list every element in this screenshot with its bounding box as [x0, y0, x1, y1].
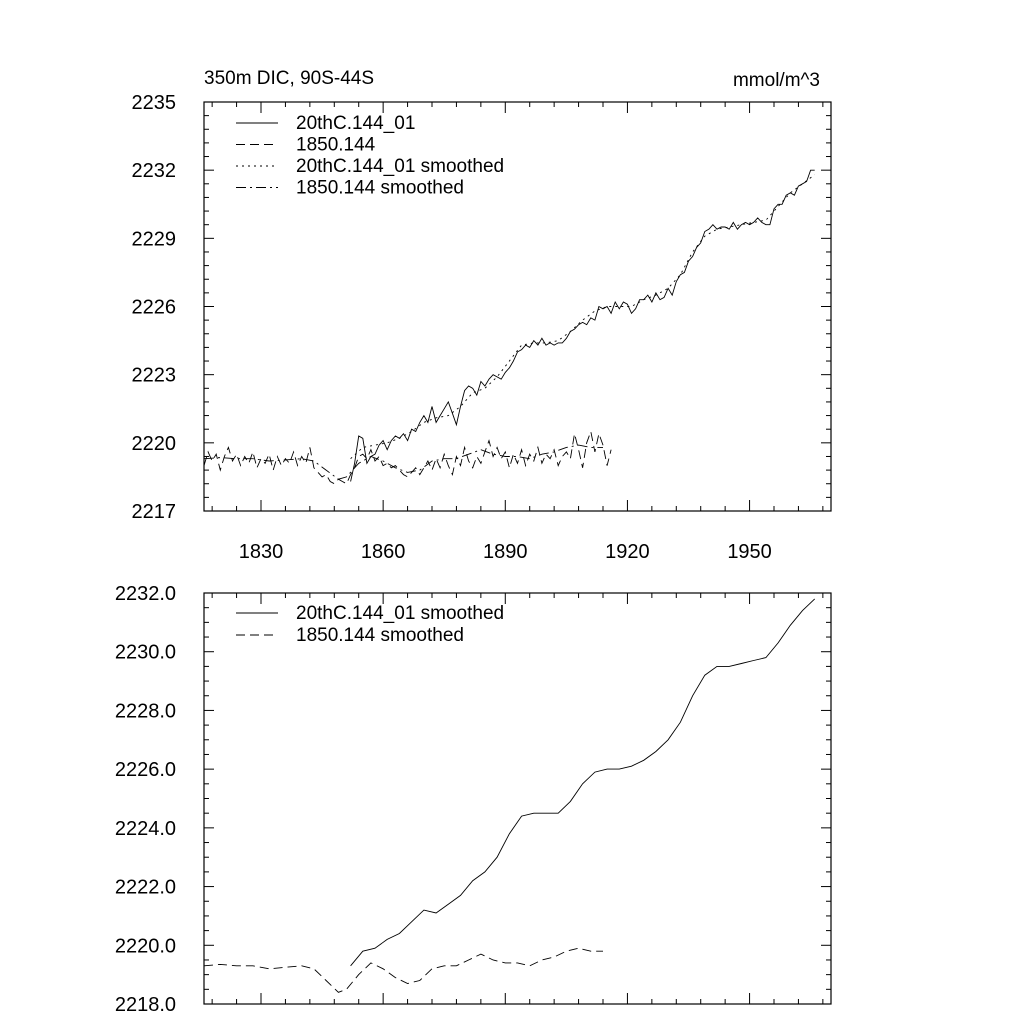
- y-tick-label: 2222.0: [115, 877, 176, 899]
- y-tick-label: 2232: [132, 160, 177, 182]
- series-line-20thc-144-01: [350, 169, 815, 482]
- x-tick-label: 1860: [361, 541, 406, 563]
- y-tick-label: 2224.0: [115, 818, 176, 840]
- top-panel-ticks: 2217 2220 2223 2226 2229 2232 2235 1830 1860 1890…: [132, 92, 831, 563]
- series-line-1850-144: [203, 429, 612, 485]
- y-tick-label: 2218.0: [115, 994, 176, 1016]
- bottom-panel-ticks: 2218.0 2220.0 2222.0 2224.0 2226.0 2228.0 2230…: [115, 583, 831, 1016]
- series-line-20thc-144-01-smoothed: [350, 598, 816, 967]
- legend-label: 20thC.144_01 smoothed: [296, 156, 504, 177]
- y-tick-label: 2226.0: [115, 759, 176, 781]
- top-panel-series: [203, 169, 815, 485]
- y-tick-label: 2228.0: [115, 700, 176, 722]
- top-panel-units: mmol/m^3: [733, 70, 820, 91]
- top-panel-title: 350m DIC, 90S-44S: [204, 68, 374, 89]
- bottom-panel-series: [203, 598, 816, 993]
- series-line-1850-144-smoothed: [203, 444, 603, 480]
- x-tick-label: 1890: [483, 541, 528, 563]
- series-line-1850-144-smoothed: [203, 947, 603, 993]
- legend-label: 1850.144 smoothed: [296, 178, 464, 199]
- y-tick-label: 2235: [132, 92, 177, 114]
- top-panel-plot-frame: [203, 101, 832, 512]
- x-tick-label: 1950: [727, 541, 772, 563]
- legend-label: 20thC.144_01 smoothed: [296, 603, 504, 624]
- y-tick-label: 2220: [132, 433, 177, 455]
- x-tick-label: 1920: [605, 541, 650, 563]
- series-line-20thc-144-01-smoothed: [350, 174, 815, 460]
- y-tick-label: 2226: [132, 297, 177, 319]
- legend-label: 1850.144: [296, 135, 376, 156]
- y-tick-label: 2223: [132, 365, 177, 387]
- legend-label: 1850.144 smoothed: [296, 625, 464, 646]
- bottom-panel: 2218.0 2220.0 2222.0 2224.0 2226.0 2228.0 2230…: [115, 583, 832, 1016]
- legend-label: 20thC.144_01: [296, 113, 415, 134]
- top-panel: 350m DIC, 90S-44S mmol/m^3 2217222022232…: [132, 68, 832, 563]
- y-tick-label: 2230.0: [115, 642, 176, 664]
- y-tick-label: 2217: [132, 501, 177, 523]
- y-tick-label: 2220.0: [115, 935, 176, 957]
- bottom-panel-plot-frame: [203, 592, 832, 1005]
- y-tick-label: 2229: [132, 228, 177, 250]
- y-tick-label: 2232.0: [115, 583, 176, 605]
- x-tick-label: 1830: [239, 541, 284, 563]
